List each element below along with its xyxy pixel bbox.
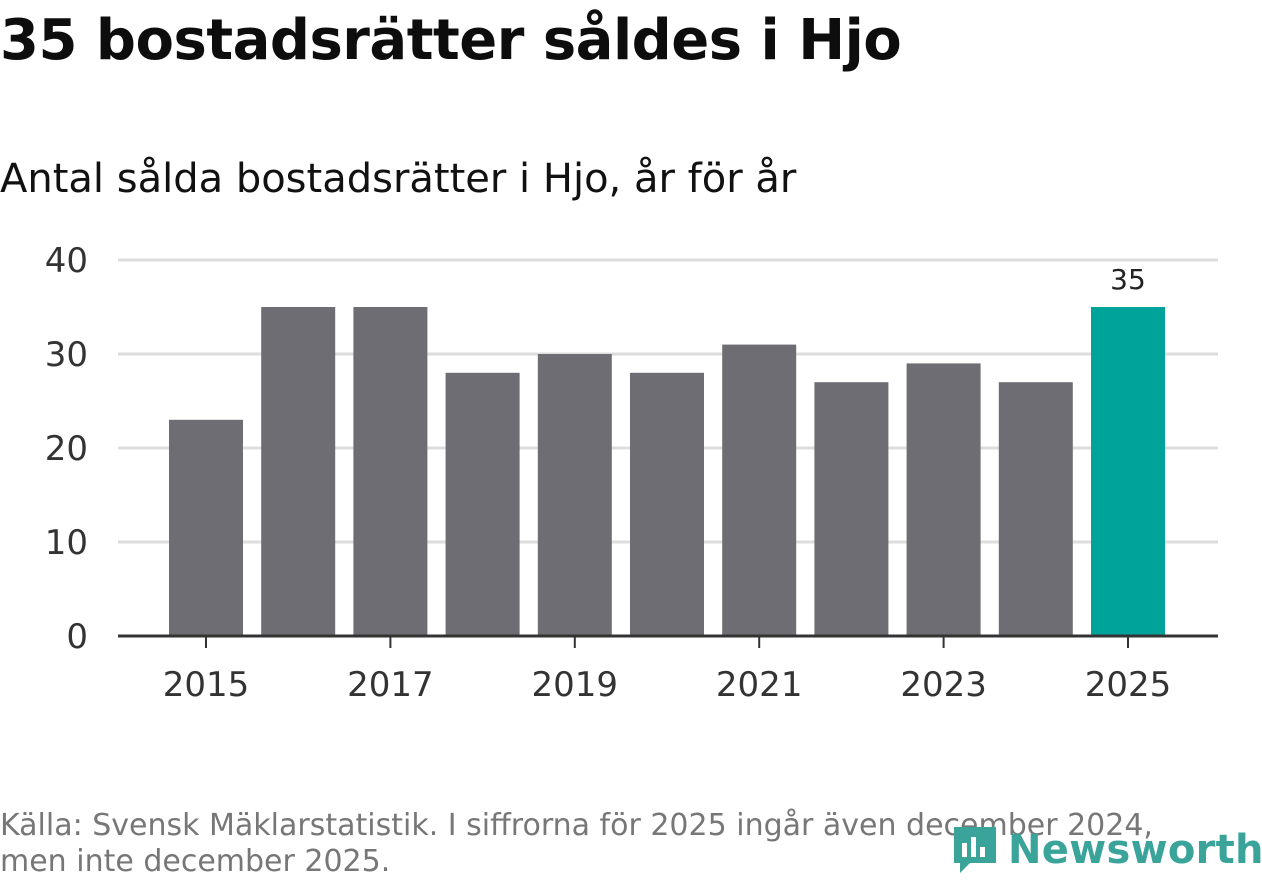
bar-value-label: 35 (1110, 263, 1146, 296)
brand-name: Newsworthy (1008, 827, 1262, 873)
source-note: Källa: Svensk Mäklarstatistik. I siffror… (0, 808, 1153, 879)
y-tick-label: 40 (45, 241, 88, 281)
bar-2024 (998, 382, 1073, 636)
bar-2022 (814, 382, 889, 636)
y-tick-label: 10 (45, 523, 88, 563)
y-axis-tick-labels: 0 10 20 30 40 (45, 241, 88, 657)
chart-title: 35 bostadsrätter såldes i Hjo (0, 8, 902, 73)
bar-2017 (353, 307, 428, 636)
newsworthy-logo[interactable]: Newsworthy (950, 822, 1262, 878)
x-tick-label: 2021 (716, 665, 803, 705)
x-tick-label: 2019 (532, 665, 619, 705)
y-tick-label: 30 (45, 335, 88, 375)
bar-2021 (722, 344, 797, 636)
x-tick-label: 2025 (1085, 665, 1172, 705)
bar-2019 (537, 354, 612, 636)
chart-subtitle: Antal sålda bostadsrätter i Hjo, år för … (0, 156, 797, 202)
x-tick-label: 2017 (347, 665, 434, 705)
x-axis-ticks: 2015 2017 2019 2021 2023 2025 (163, 636, 1172, 705)
bar-2023 (906, 363, 981, 636)
bar-2020 (630, 372, 704, 636)
y-tick-label: 0 (66, 617, 88, 657)
bar-2015 (169, 419, 243, 636)
y-tick-label: 20 (45, 429, 88, 469)
x-tick-label: 2023 (900, 665, 987, 705)
newsworthy-logo-icon (954, 827, 996, 873)
data-labels: 35 (1110, 263, 1146, 296)
bar-2016 (261, 307, 336, 636)
bar-2018 (445, 372, 520, 636)
bars (169, 307, 1165, 636)
bar-chart: 0 10 20 30 40 2015 2017 2019 2021 2023 2025 35 (45, 241, 1218, 705)
bar-2025 (1091, 307, 1165, 636)
x-tick-label: 2015 (163, 665, 250, 705)
